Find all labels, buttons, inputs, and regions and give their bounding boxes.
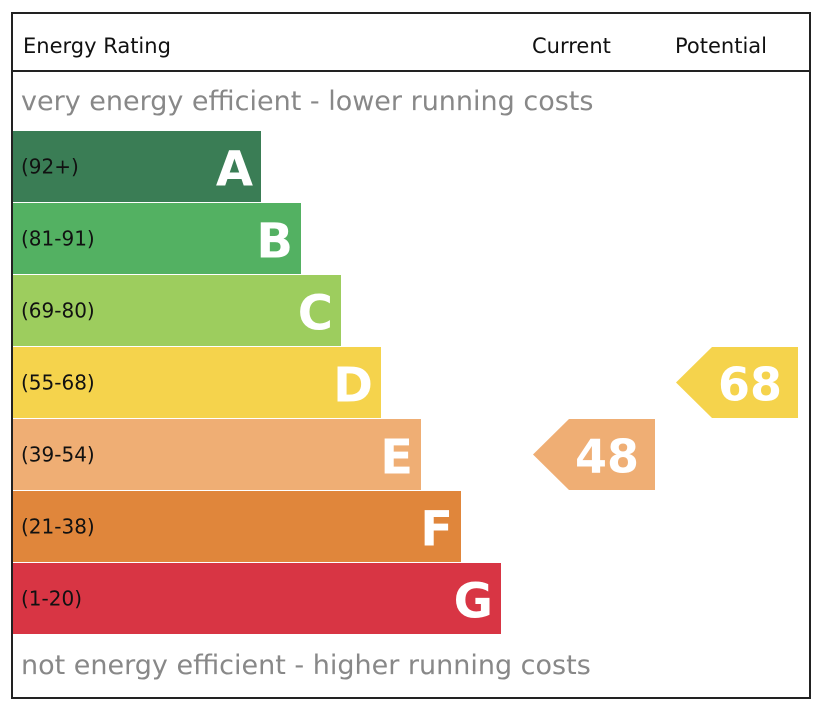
potential-rating-arrow <box>676 347 798 418</box>
band-bar-d <box>13 347 381 418</box>
band-bar-c <box>13 275 341 346</box>
current-column-heading: Current <box>532 34 611 58</box>
potential-column-heading: Potential <box>675 34 767 58</box>
energy-rating-heading: Energy Rating <box>23 34 171 58</box>
band-range-f: (21-38) <box>21 515 95 539</box>
band-letter-e: E <box>380 430 413 486</box>
band-range-g: (1-20) <box>21 587 82 611</box>
potential-rating-value: 68 <box>718 358 782 412</box>
band-bar-a <box>13 131 261 202</box>
band-letter-f: F <box>420 502 453 558</box>
band-letter-a: A <box>216 142 253 198</box>
band-bar-b <box>13 203 301 274</box>
band-range-a: (92+) <box>21 155 79 179</box>
band-bar-e <box>13 419 421 490</box>
top-caption: very energy efficient - lower running co… <box>21 86 594 117</box>
epc-chart-frame: Energy Rating Current Potential very ene… <box>11 12 811 699</box>
band-bar-f <box>13 491 461 562</box>
bottom-caption: not energy efficient - higher running co… <box>21 650 591 681</box>
current-rating-arrow <box>533 419 655 490</box>
band-range-d: (55-68) <box>21 371 95 395</box>
header-row: Energy Rating Current Potential <box>13 14 809 72</box>
band-range-e: (39-54) <box>21 443 95 467</box>
band-letter-b: B <box>256 214 293 270</box>
band-bar-g <box>13 563 501 634</box>
band-letter-g: G <box>454 574 493 630</box>
band-range-b: (81-91) <box>21 227 95 251</box>
band-letter-c: C <box>298 286 333 342</box>
band-range-c: (69-80) <box>21 299 95 323</box>
current-rating-value: 48 <box>575 430 639 484</box>
band-letter-d: D <box>333 358 373 414</box>
